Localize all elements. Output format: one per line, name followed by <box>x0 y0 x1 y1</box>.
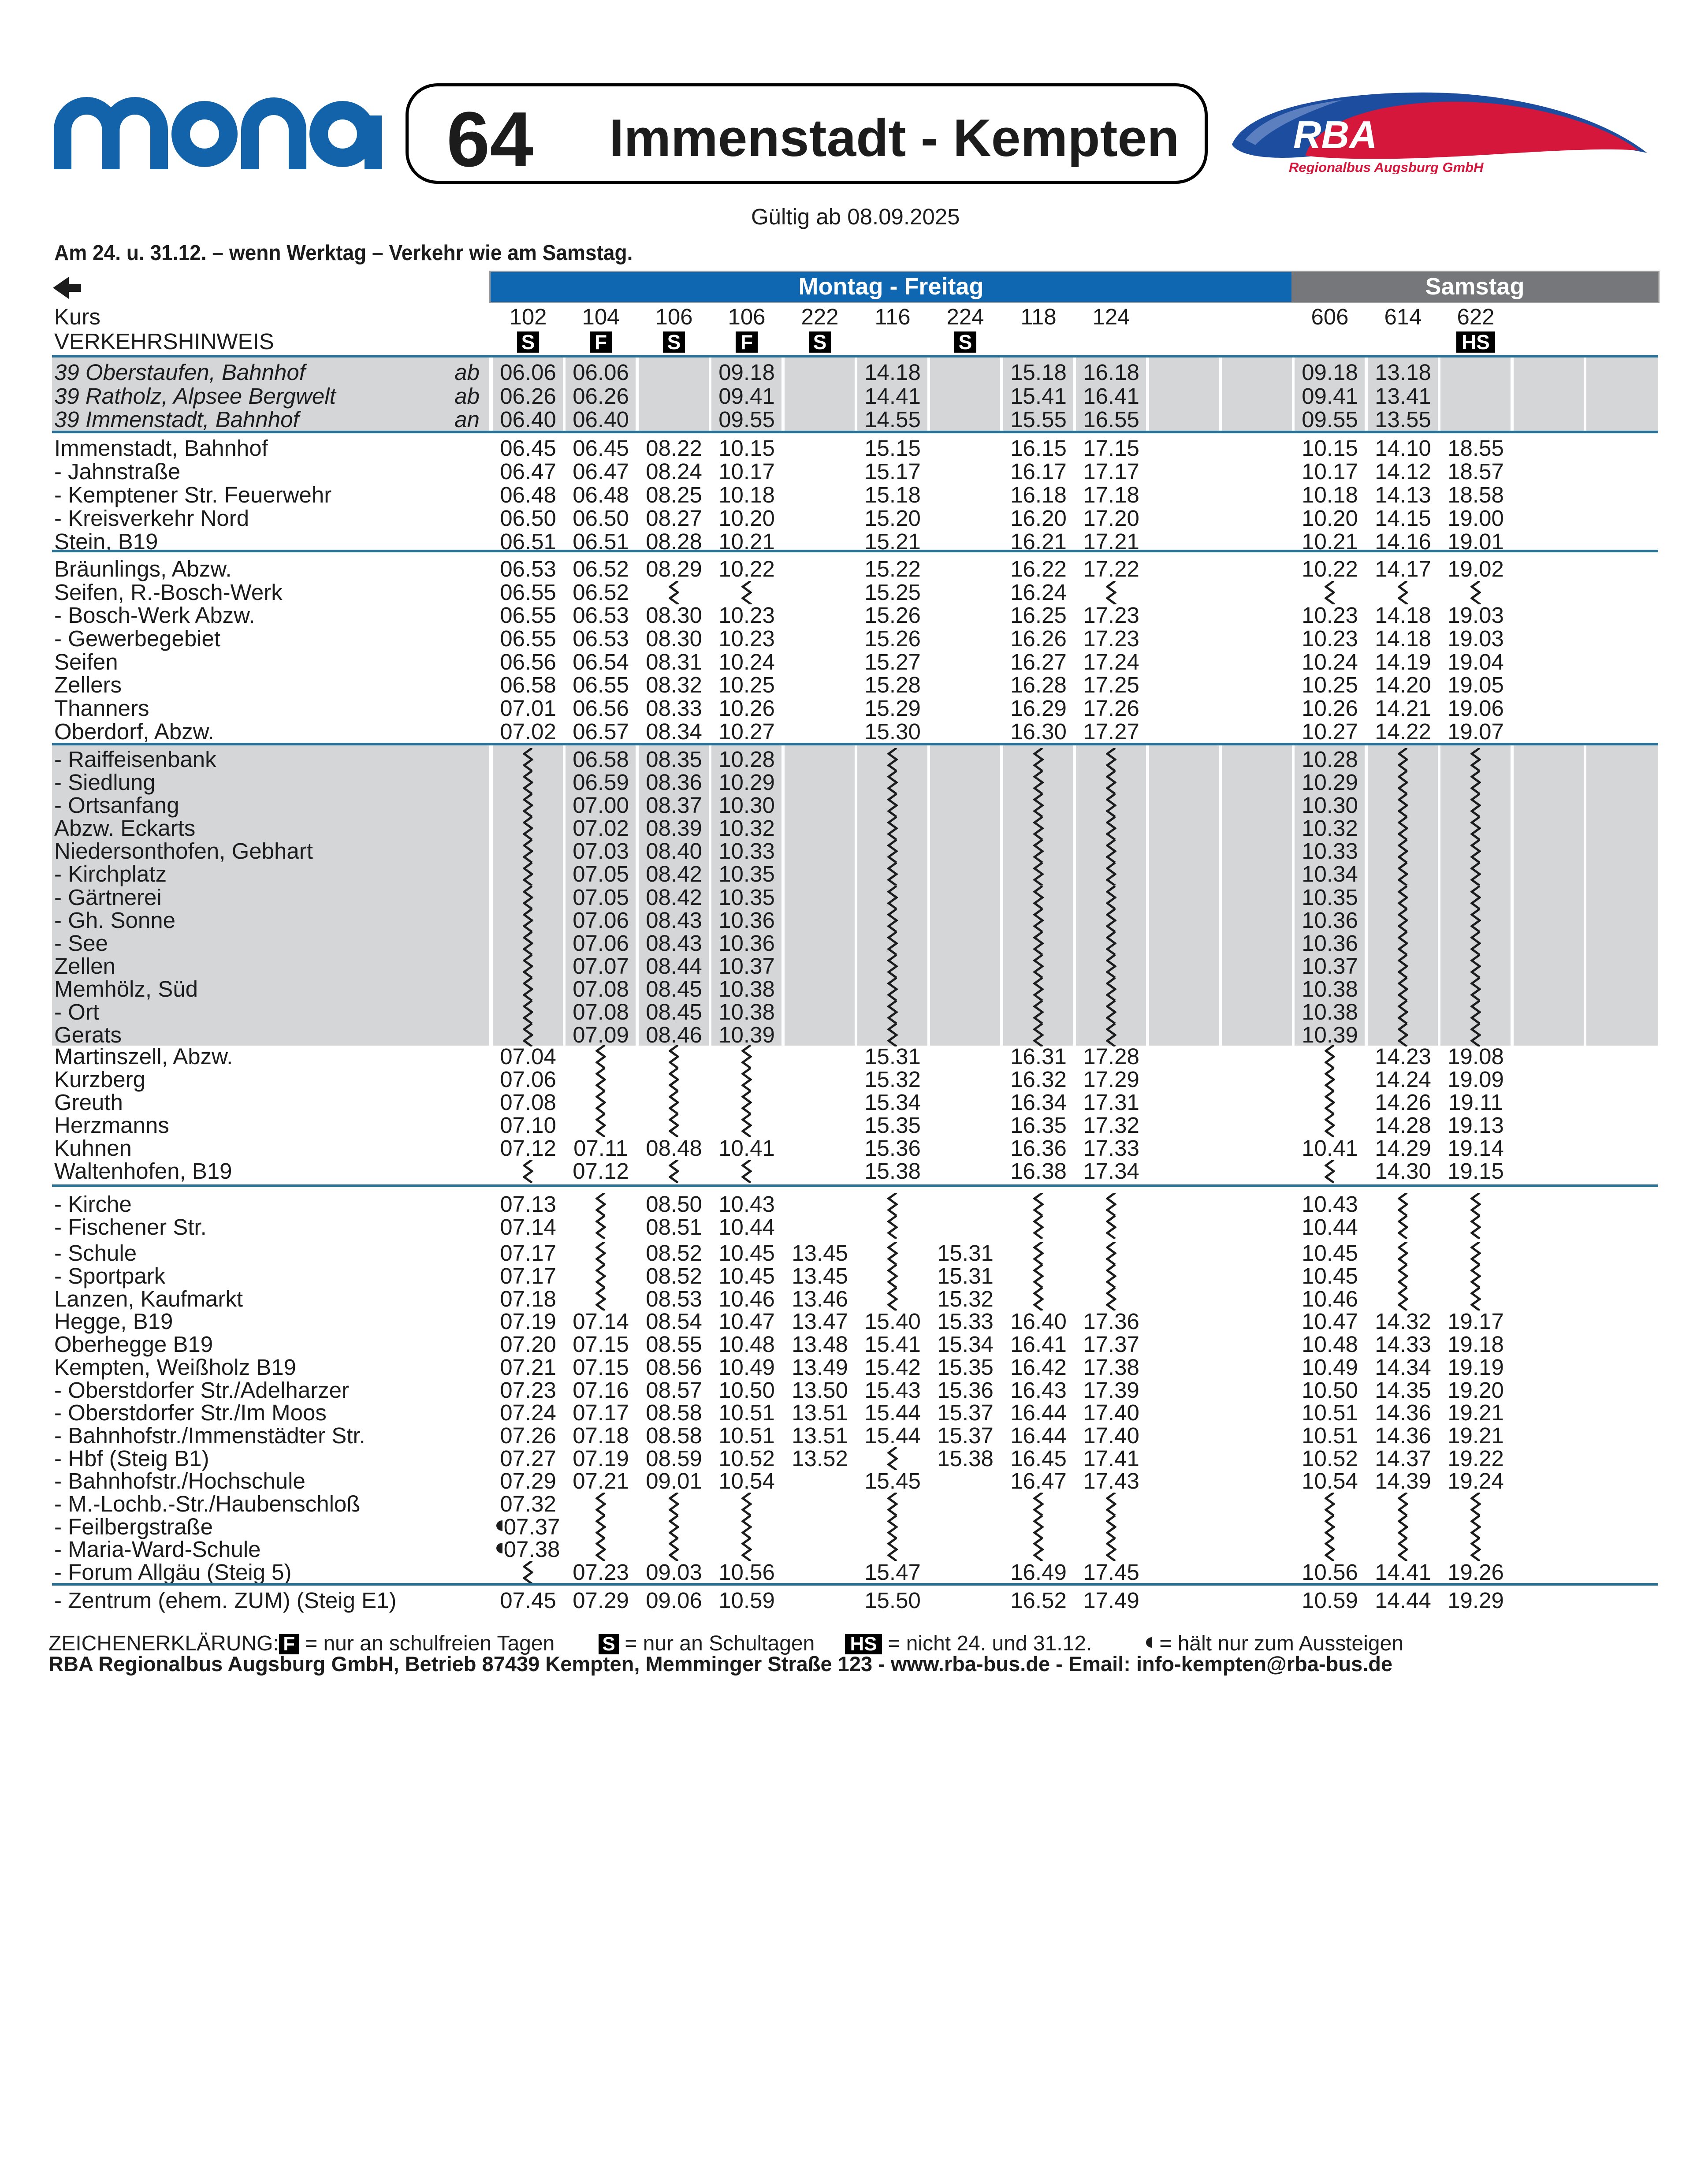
svg-text:RBA: RBA <box>1293 113 1377 156</box>
svg-text:Regionalbus Augsburg GmbH: Regionalbus Augsburg GmbH <box>1289 160 1484 174</box>
